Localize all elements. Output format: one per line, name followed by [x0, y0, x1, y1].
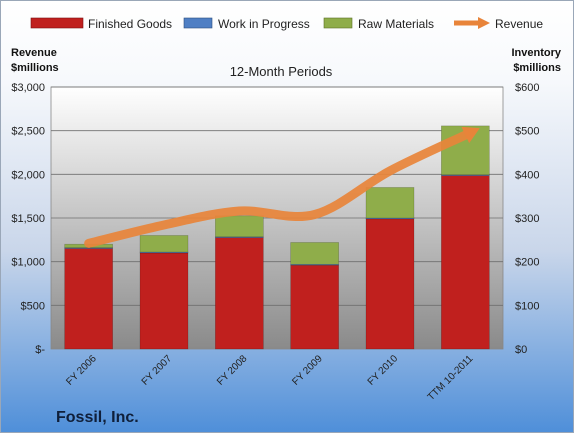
bars: [64, 125, 490, 350]
revenue-line-path: [84, 130, 470, 248]
legend-swatch-raw-materials: [323, 17, 353, 29]
legend-swatch-work-in-progress: [183, 17, 213, 29]
legend-label-raw-materials: Raw Materials: [358, 17, 434, 31]
category-labels: FY 2006 FY 2007 FY 2008 FY 2009 FY 2010 TTM 1…: [64, 353, 475, 403]
revenue-line: [84, 126, 480, 248]
right-tick-label: $500: [515, 126, 539, 138]
category-label: FY 2006: [64, 353, 99, 388]
gridlines: [51, 86, 503, 306]
right-axis-title-line1: Inventory: [511, 47, 561, 59]
bar-raw-materials: [139, 235, 189, 253]
bar-finished-goods: [365, 218, 415, 350]
left-axis-title-line2: $millions: [11, 62, 59, 74]
bar-raw-materials: [365, 187, 415, 219]
bar-raw-materials: [215, 215, 264, 238]
legend: Finished Goods Work in Progress Raw Mate…: [30, 17, 543, 31]
right-tick-label: $200: [515, 257, 539, 269]
category-label: FY 2008: [215, 353, 250, 388]
left-tick-label: $500: [21, 300, 45, 312]
legend-arrowhead-revenue: [478, 17, 490, 29]
left-tick-label: $2,000: [11, 169, 45, 181]
left-axis-ticks: $- $500 $1,000 $1,500 $2,000 $2,500 $3,000: [11, 82, 45, 356]
category-label: FY 2007: [140, 353, 175, 388]
left-tick-label: $2,500: [11, 126, 45, 138]
category-label: TTM 10-2011: [426, 353, 476, 403]
right-tick-label: $400: [515, 169, 539, 181]
right-tick-label: $0: [515, 344, 527, 356]
bar-finished-goods: [290, 264, 339, 350]
bar-finished-goods: [64, 248, 113, 350]
right-axis-ticks: $0 $100 $200 $300 $400 $500 $600: [515, 82, 539, 356]
bar-finished-goods: [441, 175, 490, 350]
right-tick-label: $100: [515, 300, 539, 312]
left-axis-title-line1: Revenue: [11, 47, 57, 59]
category-label: FY 2010: [366, 353, 401, 388]
category-label: FY 2009: [290, 353, 325, 388]
right-tick-label: $300: [515, 213, 539, 225]
right-tick-label: $600: [515, 82, 539, 94]
left-tick-label: $1,000: [11, 257, 45, 269]
bar-finished-goods: [215, 237, 264, 350]
left-tick-label: $3,000: [11, 82, 45, 94]
left-tick-label: $-: [35, 344, 45, 356]
left-tick-label: $1,500: [11, 213, 45, 225]
legend-swatch-finished-goods: [30, 17, 84, 29]
revenue-arrowhead: [461, 126, 480, 144]
bar-raw-materials: [290, 242, 339, 265]
legend-label-finished-goods: Finished Goods: [88, 17, 172, 31]
legend-label-revenue: Revenue: [495, 17, 543, 31]
bar-finished-goods: [139, 252, 189, 350]
chart-title: 12-Month Periods: [230, 64, 333, 79]
legend-label-work-in-progress: Work in Progress: [218, 17, 310, 31]
right-axis-title-line2: $millions: [513, 62, 561, 74]
company-name: Fossil, Inc.: [56, 409, 139, 426]
